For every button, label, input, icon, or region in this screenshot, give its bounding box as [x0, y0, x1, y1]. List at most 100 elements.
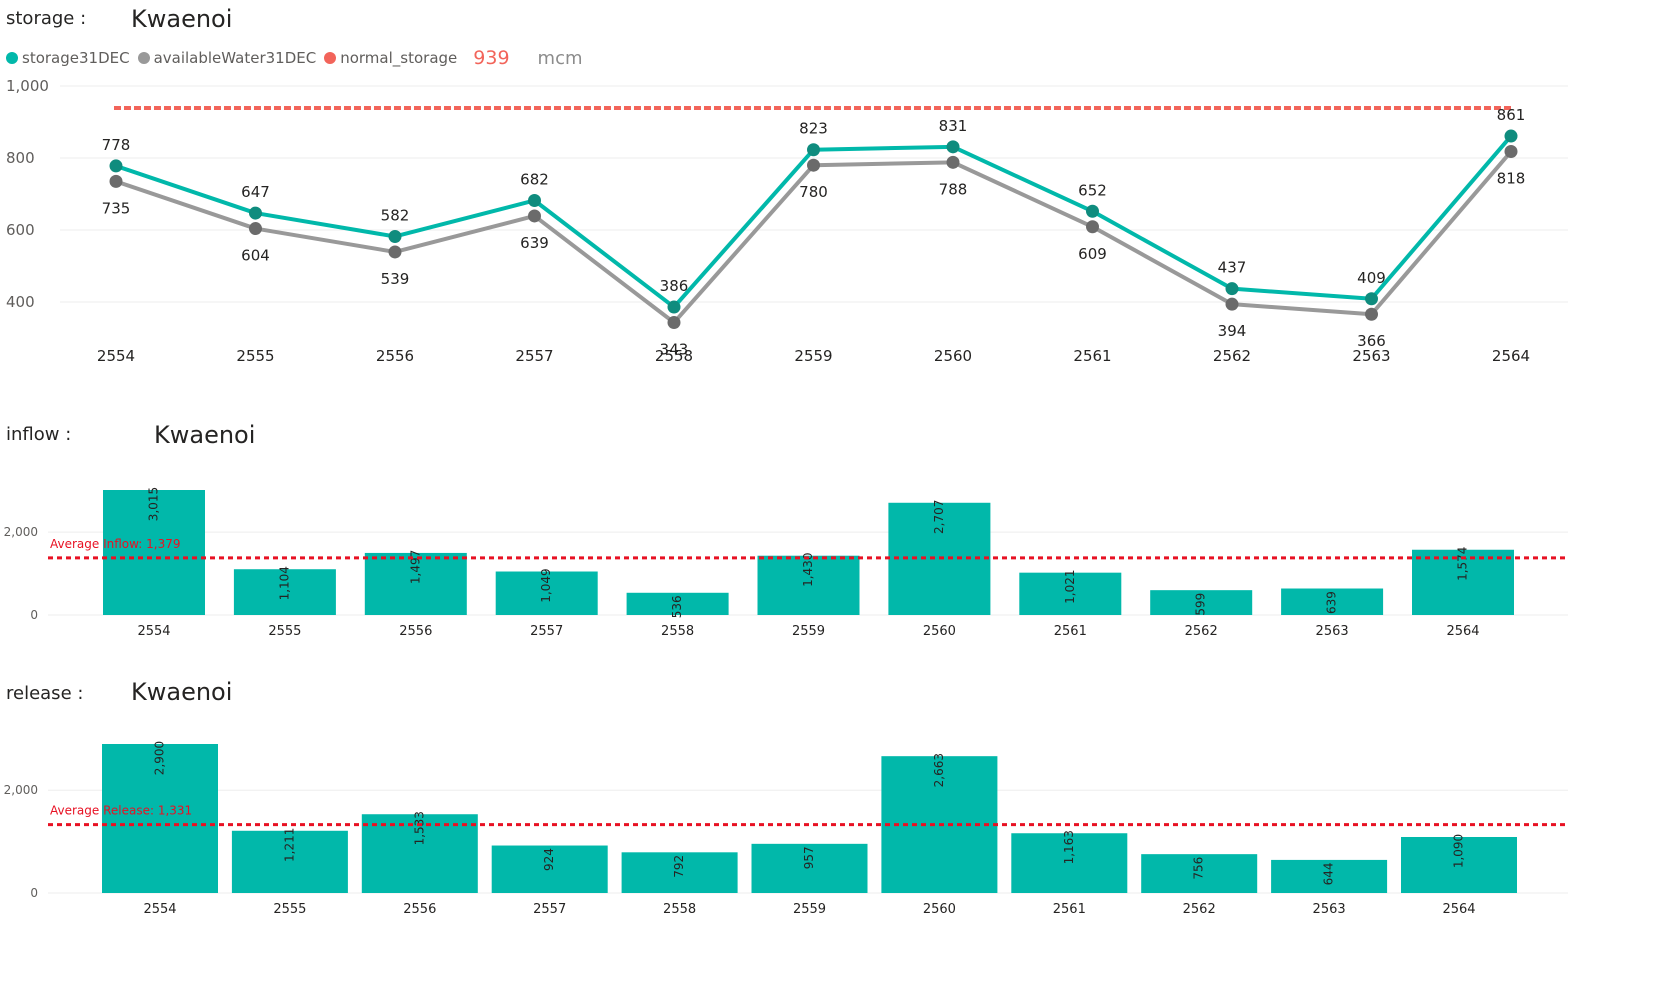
x-tick-label: 2558 [661, 624, 694, 639]
release-section-label: release : [6, 683, 84, 704]
inflow-dam-name: Kwaenoi [154, 421, 256, 449]
bar-value-label: 1,497 [408, 550, 422, 584]
point-storage31dec [1365, 292, 1378, 306]
x-tick-label: 2558 [655, 347, 693, 365]
bar [495, 571, 598, 615]
legend-label: storage31DEC [22, 49, 130, 67]
storage-line-chart: 1,000 800 600 400 778 647 582 682 386 823 831 652 43… [6, 77, 1568, 365]
bar-value-label: 2,900 [153, 741, 167, 775]
point-storage31dec [667, 300, 681, 314]
legend-item-availablewater31dec[interactable]: availableWater31DEC [137, 49, 317, 67]
x-tick-label: 2564 [1446, 624, 1479, 639]
bar-value-label: 957 [802, 846, 816, 869]
bar [1019, 572, 1122, 615]
bar-value-label: 599 [1194, 593, 1208, 616]
x-tick-label: 2564 [1442, 902, 1475, 917]
bar [361, 814, 478, 893]
bar [751, 843, 868, 893]
storage-dam-name: Kwaenoi [131, 5, 233, 33]
point-storage31dec [807, 143, 820, 157]
point-availablewater31dec [1086, 220, 1099, 234]
y-tick-label: 800 [6, 149, 35, 167]
data-label-storage31dec: 386 [660, 277, 689, 295]
x-tick-label: 2561 [1073, 347, 1111, 365]
legend-dot-icon [324, 52, 337, 64]
data-label-storage31dec: 778 [102, 136, 131, 154]
release-dam-name: Kwaenoi [131, 678, 233, 706]
bar-value-label: 1,574 [1456, 547, 1470, 581]
point-availablewater31dec [946, 155, 960, 169]
bar [1281, 588, 1384, 615]
bar-value-label: 2,663 [932, 753, 946, 787]
bar-value-label: 1,021 [1063, 569, 1077, 603]
x-tick-label: 2563 [1313, 902, 1346, 917]
bar-value-label: 1,090 [1452, 834, 1466, 868]
x-tick-label: 2561 [1053, 902, 1086, 917]
data-label-availablewater31dec: 818 [1497, 170, 1526, 188]
x-tick-label: 2554 [143, 902, 176, 917]
x-tick-label: 2562 [1185, 624, 1218, 639]
average-label: Average Release: 1,331 [50, 804, 192, 818]
x-tick-label: 2555 [268, 624, 301, 639]
bar-value-label: 924 [542, 848, 556, 871]
legend-item-normal-storage[interactable]: normal_storage [324, 49, 457, 67]
point-availablewater31dec [109, 174, 123, 188]
release-bar-chart: 2,000 0 2,900 2554 1,211 2555 1,533 2556 924 2557… [4, 741, 1568, 917]
unit-label: mcm [537, 47, 583, 69]
point-storage31dec [946, 140, 960, 154]
point-storage31dec [1086, 204, 1099, 218]
point-availablewater31dec [388, 245, 402, 259]
legend-label: normal_storage [340, 49, 458, 67]
x-tick-label: 2564 [1492, 347, 1530, 365]
bar-value-label: 1,163 [1062, 830, 1076, 864]
x-tick-label: 2555 [273, 902, 306, 917]
legend-label: availableWater31DEC [153, 49, 317, 67]
inflow-section-label: inflow : [6, 424, 72, 445]
x-tick-label: 2556 [399, 624, 432, 639]
point-storage31dec [528, 193, 541, 207]
x-tick-label: 2557 [515, 347, 553, 365]
bar-value-label: 536 [670, 595, 684, 618]
point-availablewater31dec [1225, 297, 1239, 311]
bar [1011, 833, 1128, 893]
point-availablewater31dec [528, 209, 541, 223]
point-storage31dec [249, 206, 262, 220]
storage-section-label: storage : [6, 8, 87, 29]
bar [233, 569, 336, 615]
data-label-availablewater31dec: 780 [799, 183, 828, 201]
x-tick-label: 2563 [1352, 347, 1390, 365]
y-tick-label: 0 [30, 608, 38, 622]
x-tick-label: 2559 [794, 347, 832, 365]
legend-item-storage31dec[interactable]: storage31DEC [6, 49, 130, 67]
bar [621, 852, 738, 893]
y-tick-label: 0 [30, 886, 38, 900]
bar-value-label: 1,049 [539, 568, 553, 602]
x-tick-label: 2562 [1213, 347, 1251, 365]
bar-value-label: 1,430 [801, 553, 815, 587]
point-storage31dec [388, 229, 402, 243]
bar-value-label: 756 [1192, 857, 1206, 880]
data-label-availablewater31dec: 639 [520, 234, 549, 252]
bar [1401, 836, 1517, 893]
data-label-storage31dec: 437 [1218, 259, 1247, 277]
point-availablewater31dec [807, 158, 820, 172]
inflow-bar-chart: 2,000 0 3,015 2554 1,104 2555 1,497 2556 1,049 25… [4, 487, 1568, 639]
y-tick-label: 400 [6, 293, 35, 311]
data-label-storage31dec: 652 [1078, 181, 1107, 199]
x-tick-label: 2559 [792, 624, 825, 639]
x-tick-label: 2560 [923, 624, 956, 639]
bar [1150, 590, 1253, 615]
x-tick-label: 2558 [663, 902, 696, 917]
x-tick-label: 2555 [236, 347, 274, 365]
normal-storage-value: 939 [473, 47, 510, 69]
y-tick-label: 1,000 [6, 77, 49, 95]
legend-dot-icon [6, 52, 18, 64]
x-tick-label: 2559 [793, 902, 826, 917]
bar [1141, 854, 1258, 893]
x-tick-label: 2557 [530, 624, 563, 639]
bar [364, 552, 467, 615]
data-label-storage31dec: 682 [520, 170, 549, 188]
x-tick-label: 2561 [1054, 624, 1087, 639]
series-line-availableWater31DEC [115, 150, 1513, 325]
point-storage31dec [109, 159, 123, 173]
